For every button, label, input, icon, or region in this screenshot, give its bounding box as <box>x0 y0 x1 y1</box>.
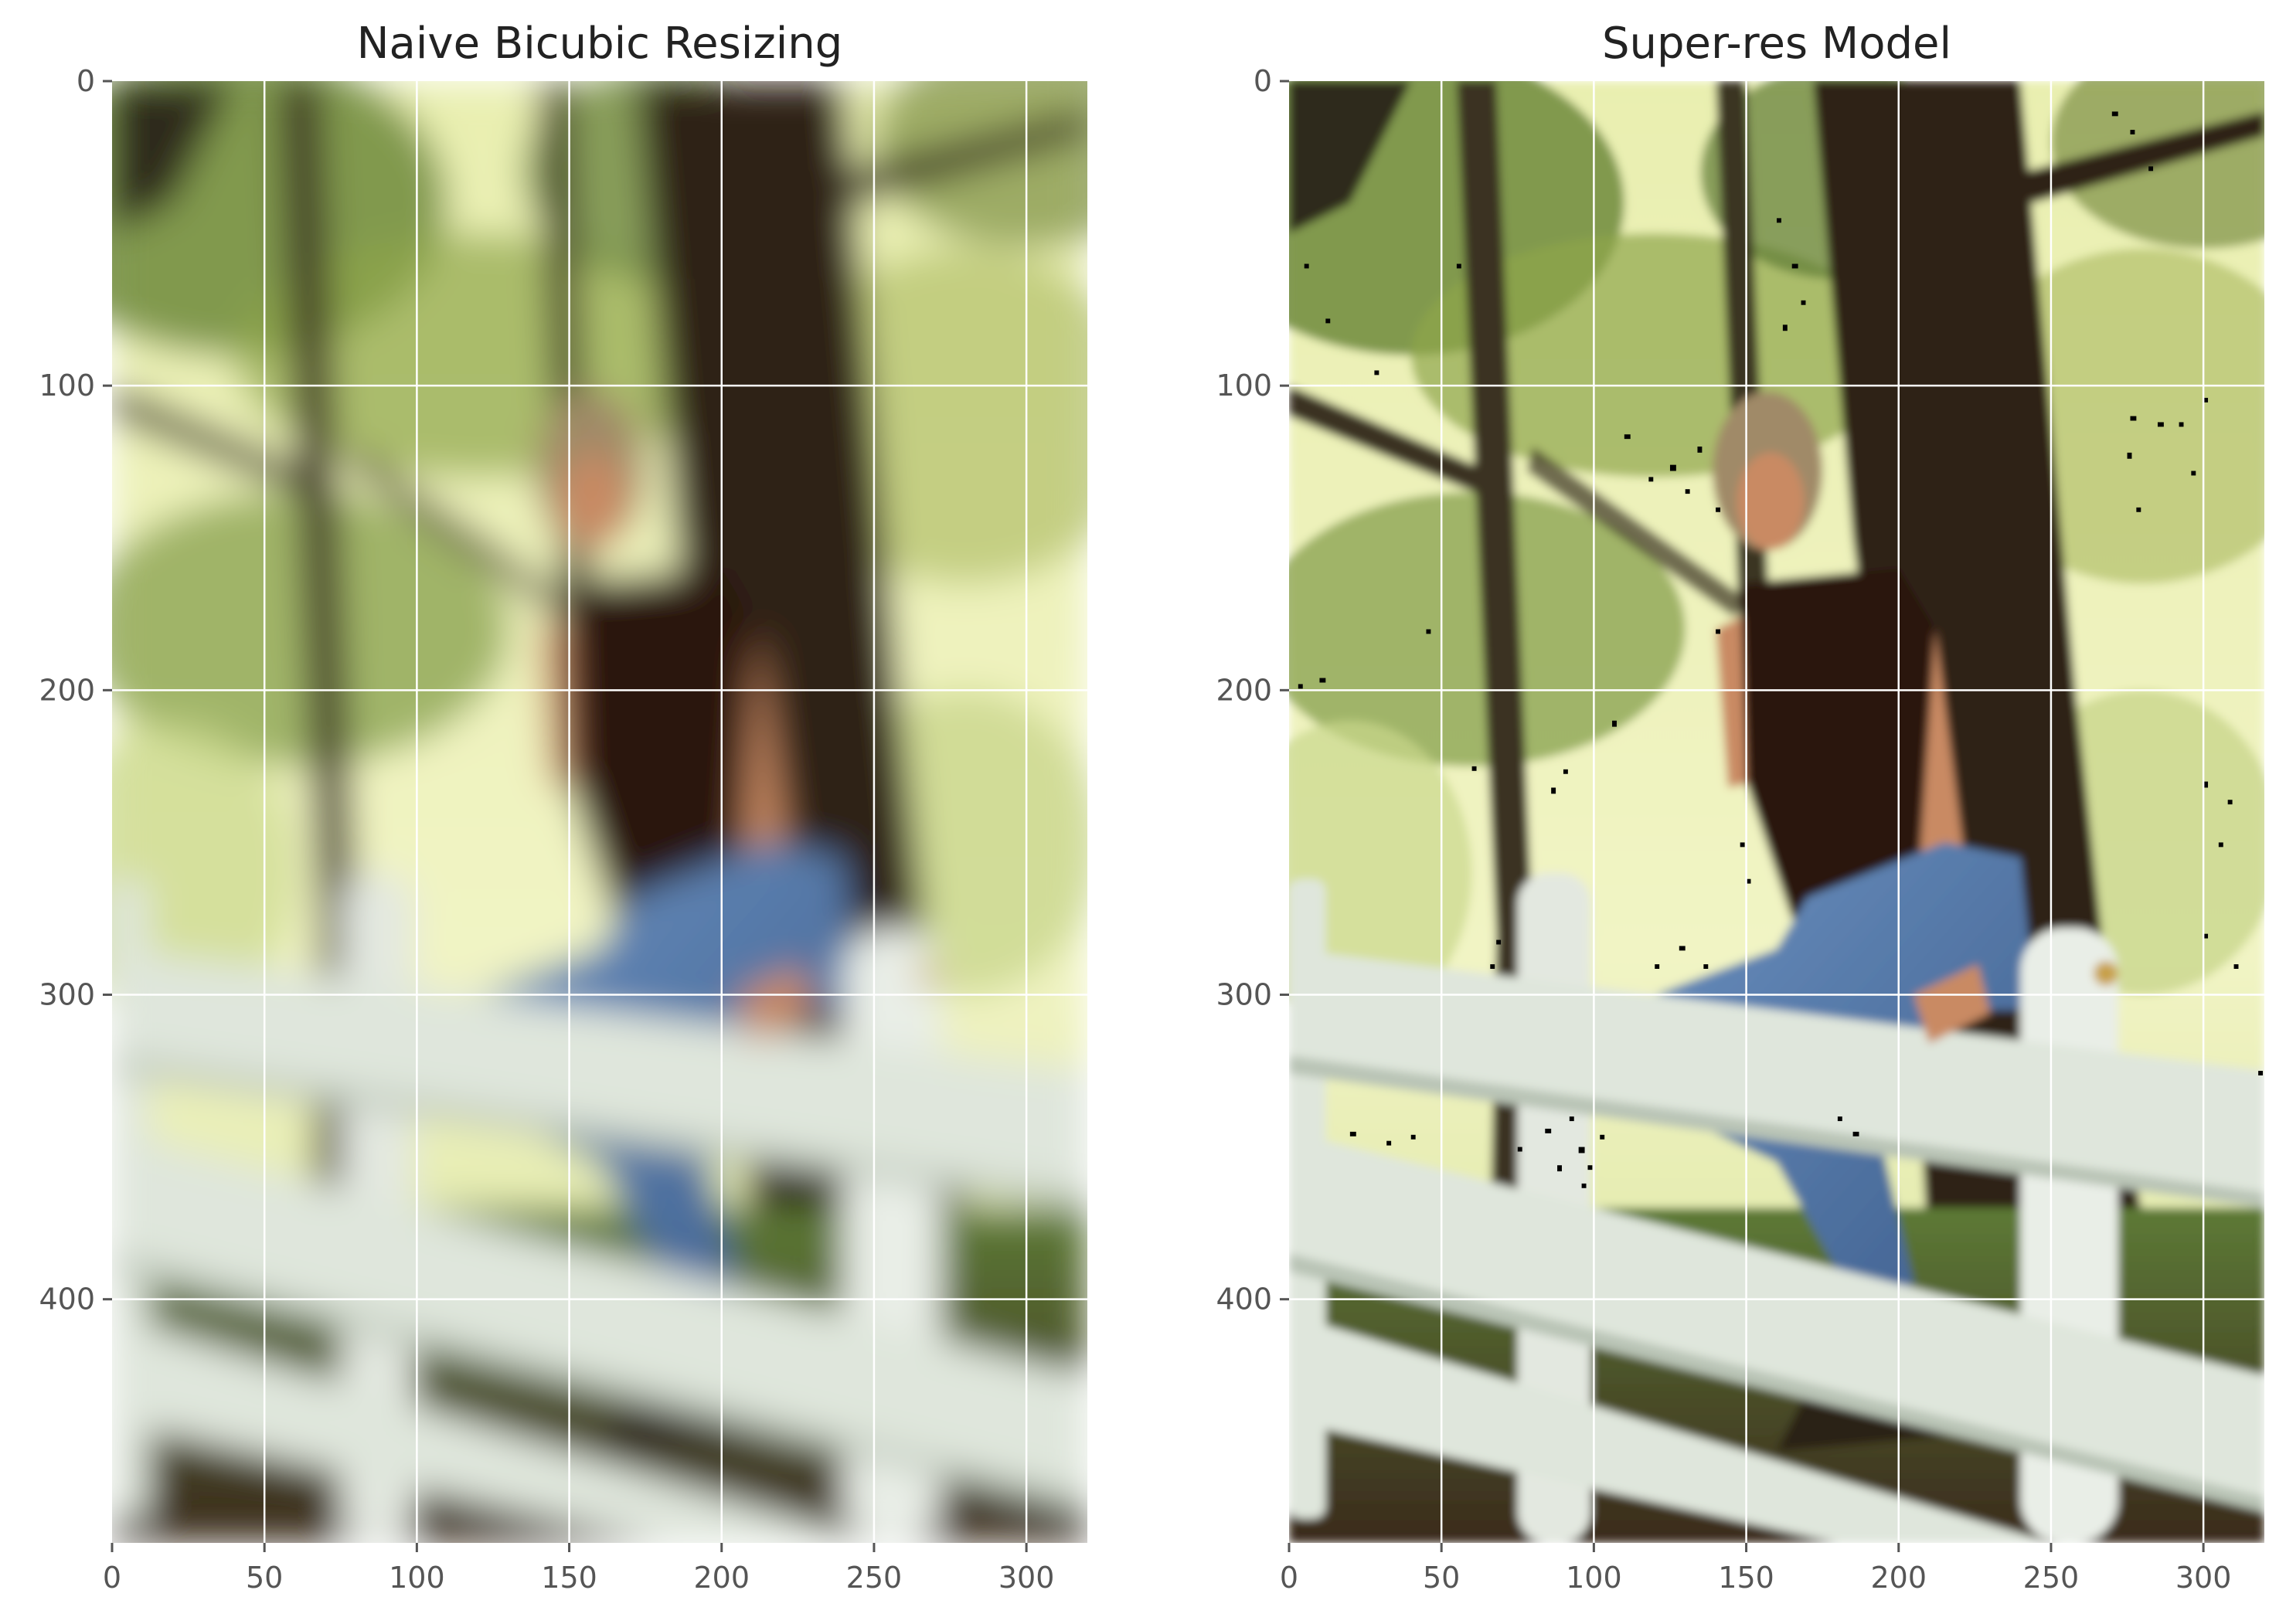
x-tick-label: 50 <box>1423 1561 1460 1595</box>
panel-image <box>1289 81 2264 1543</box>
x-tick-label: 300 <box>2175 1561 2232 1595</box>
y-tick-label: 0 <box>77 64 95 98</box>
x-tick-label: 50 <box>246 1561 283 1595</box>
y-tick-label: 100 <box>39 369 95 403</box>
x-tick-label: 150 <box>1718 1561 1774 1595</box>
panel-bicubic: 0 50 100 150 200 250 300 0 100 200 300 400 Naive Bic… <box>39 19 1087 1595</box>
x-tick-label: 300 <box>998 1561 1055 1595</box>
y-tick-label: 400 <box>39 1283 95 1317</box>
x-tick-label: 250 <box>2023 1561 2080 1595</box>
x-tick-label: 0 <box>1280 1561 1298 1595</box>
y-tick-label: 300 <box>39 978 95 1012</box>
x-tick-label: 0 <box>103 1561 121 1595</box>
y-tick-label: 400 <box>1216 1283 1272 1317</box>
y-tick-label: 0 <box>1254 64 1272 98</box>
panel-super-res: 0 50 100 150 200 250 300 0 100 200 300 400 Super-res… <box>1216 19 2264 1595</box>
y-tick-label: 300 <box>1216 978 1272 1012</box>
y-tick-label: 200 <box>1216 673 1272 707</box>
x-tick-label: 250 <box>846 1561 903 1595</box>
panel-image <box>112 81 1087 1543</box>
panel-title: Naive Bicubic Resizing <box>357 19 843 69</box>
x-tick-label: 150 <box>541 1561 597 1595</box>
x-tick-label: 200 <box>693 1561 750 1595</box>
x-tick-label: 100 <box>1566 1561 1622 1595</box>
panel-title: Super-res Model <box>1602 19 1951 69</box>
x-tick-label: 200 <box>1870 1561 1927 1595</box>
y-tick-label: 200 <box>39 673 95 707</box>
x-tick-label: 100 <box>389 1561 445 1595</box>
y-tick-label: 100 <box>1216 369 1272 403</box>
